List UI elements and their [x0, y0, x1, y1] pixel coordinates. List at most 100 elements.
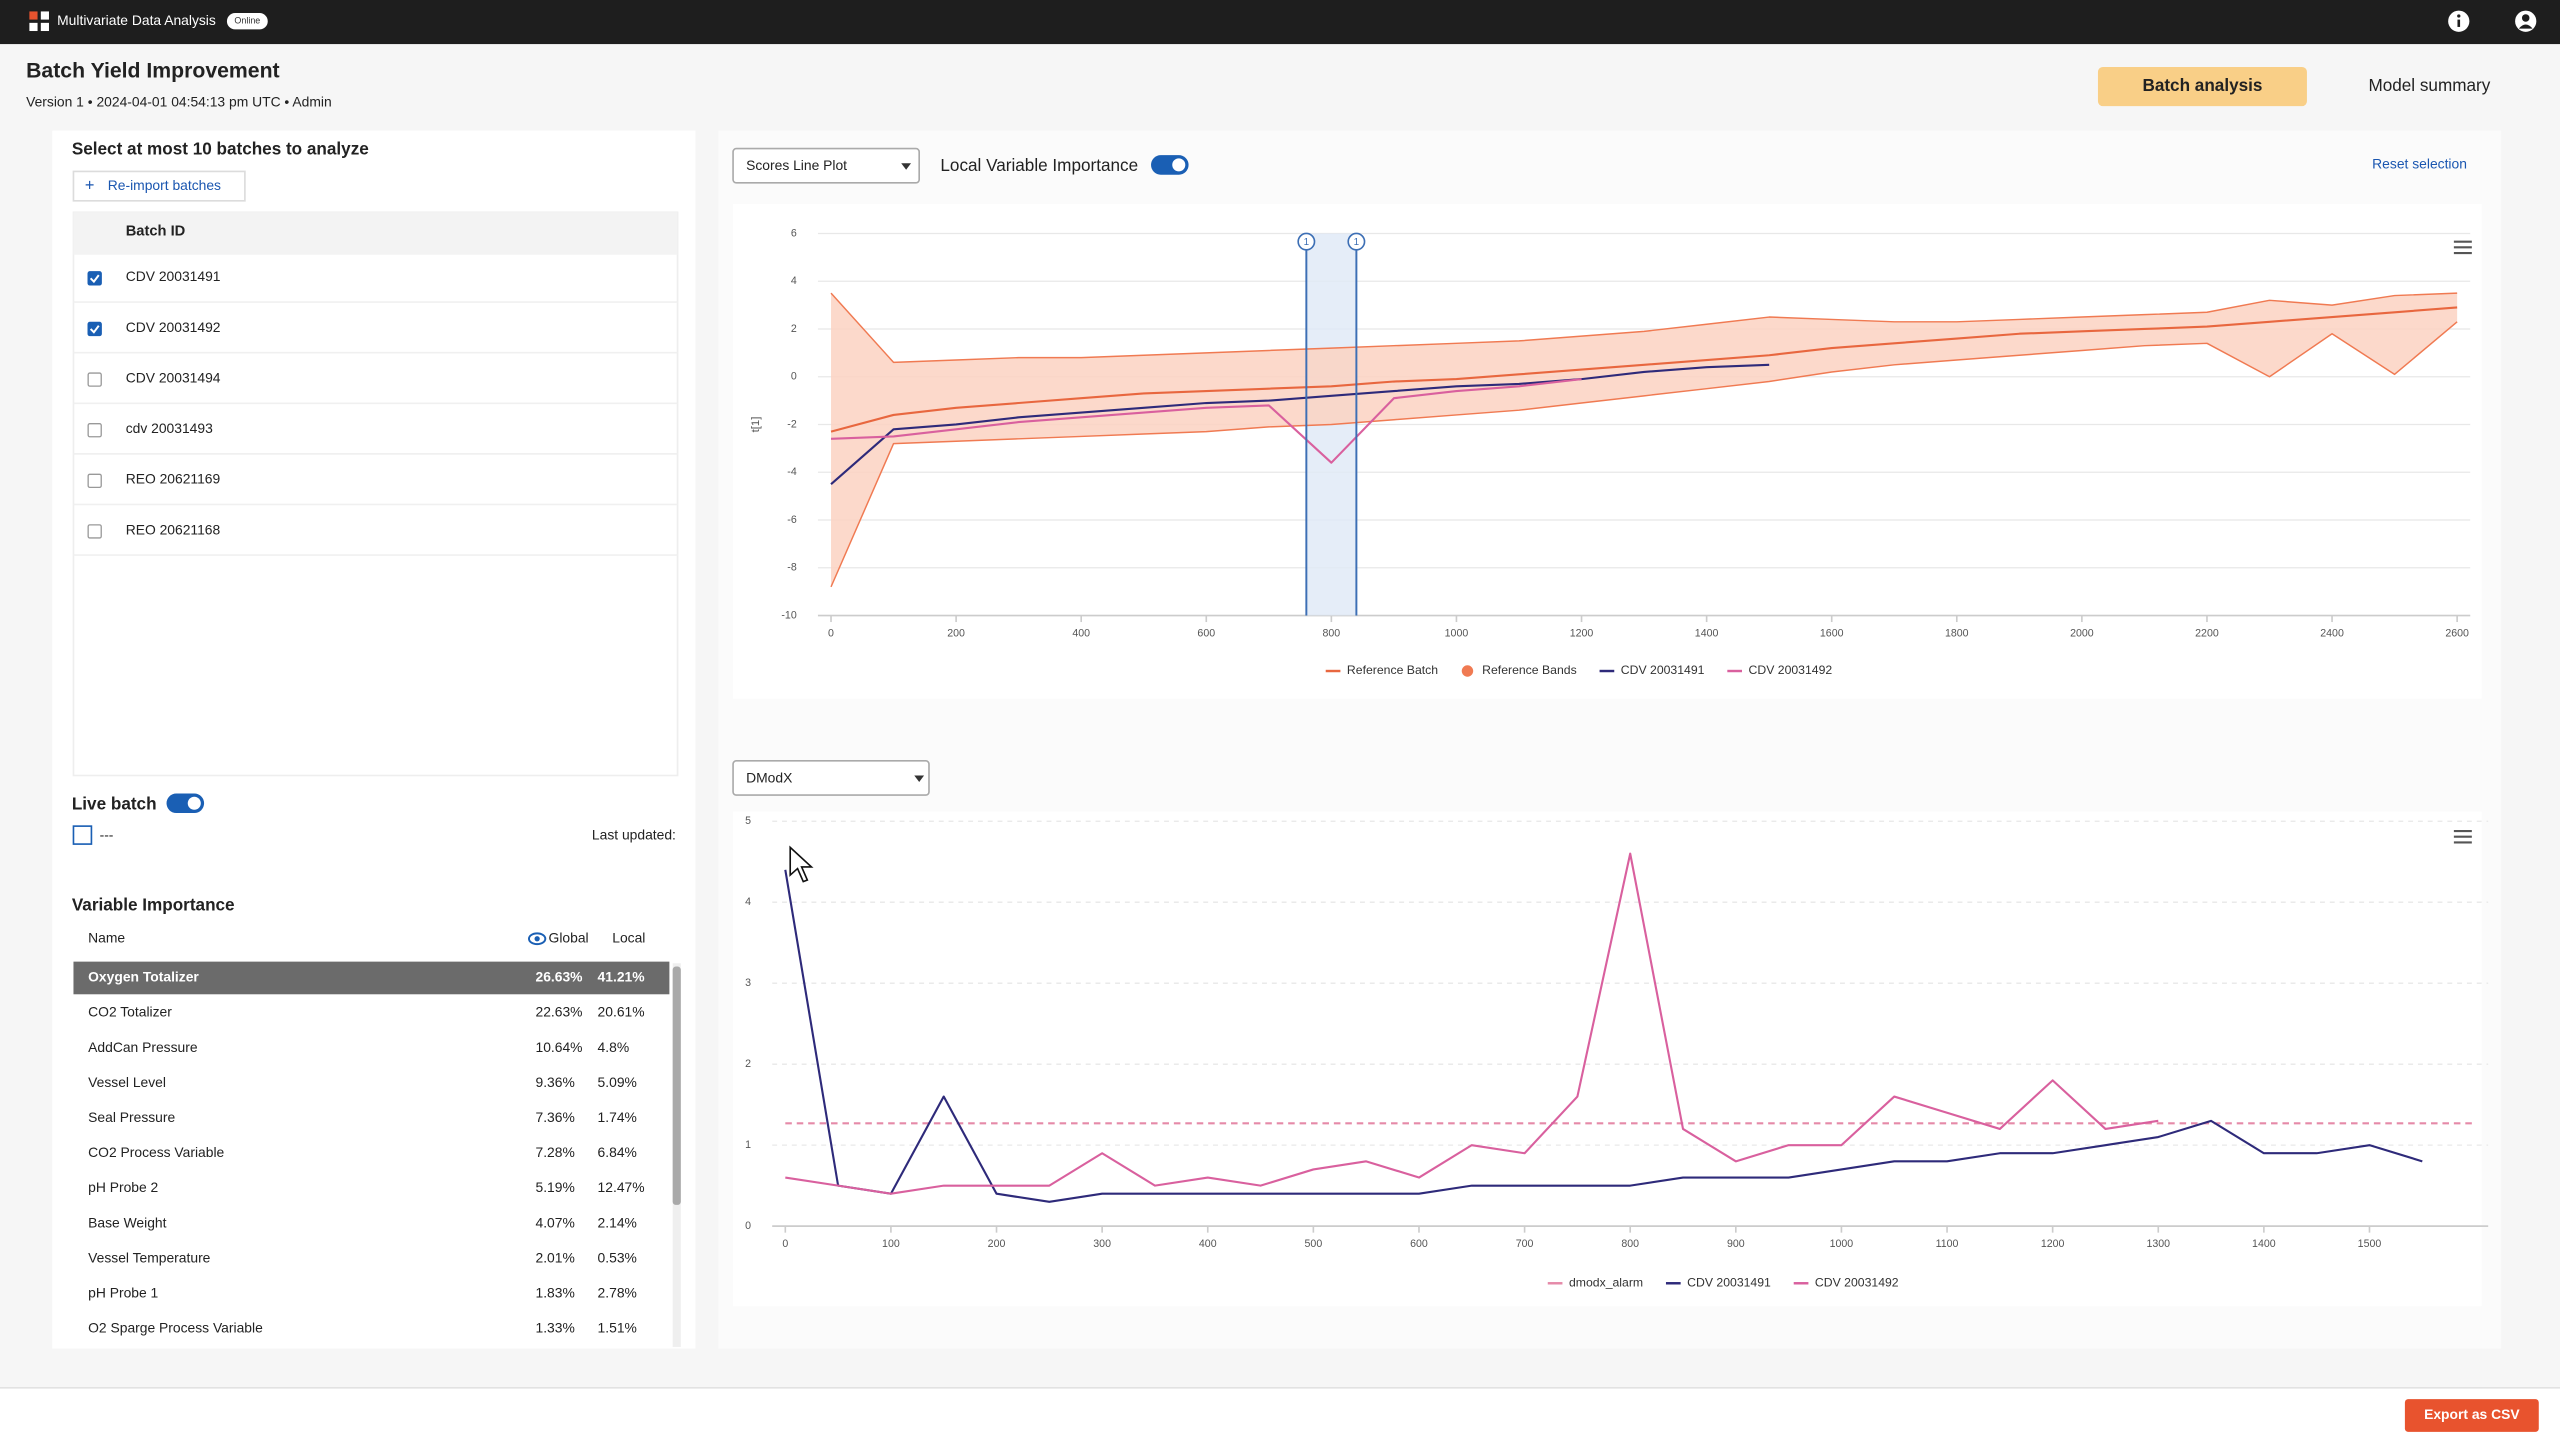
- vi-name[interactable]: pH Probe 1: [88, 1285, 158, 1301]
- vi-name[interactable]: Seal Pressure: [88, 1109, 175, 1125]
- legend-label[interactable]: CDV 20031492: [1815, 1275, 1899, 1289]
- vi-name[interactable]: Base Weight: [88, 1214, 166, 1230]
- series-line: [785, 852, 2159, 1195]
- vi-row-selected[interactable]: [73, 961, 670, 995]
- x-tick-label: 2600: [2445, 627, 2469, 639]
- batch-checkbox[interactable]: [87, 473, 102, 488]
- legend-label[interactable]: Reference Bands: [1482, 663, 1577, 677]
- reference-band: [831, 293, 2458, 587]
- x-tick-label: 1800: [1945, 627, 1969, 639]
- tab-active-bg[interactable]: [2097, 66, 2307, 107]
- y-tick-label: 4: [745, 896, 751, 908]
- batch-id: CDV 20031494: [126, 369, 221, 385]
- last-updated: Last updated:: [592, 827, 676, 843]
- dropdown-caret: [914, 775, 925, 783]
- user-icon[interactable]: [2515, 10, 2537, 32]
- vi-global: 26.63%: [536, 969, 583, 985]
- x-tick-label: 600: [1410, 1238, 1428, 1250]
- chart-menu[interactable]: [2453, 240, 2472, 255]
- live-batch-checkbox[interactable]: [72, 825, 93, 845]
- x-tick-label: 900: [1727, 1238, 1745, 1250]
- vi-name[interactable]: Oxygen Totalizer: [88, 969, 199, 985]
- x-tick-label: 200: [947, 627, 965, 639]
- y-tick-label: -4: [787, 466, 797, 478]
- vi-name[interactable]: Vessel Temperature: [88, 1249, 211, 1265]
- tab[interactable]: Batch analysis: [2142, 75, 2262, 95]
- vi-local: 41.21%: [598, 969, 645, 985]
- x-tick-label: 2200: [2195, 627, 2219, 639]
- vi-name[interactable]: Vessel Level: [88, 1074, 166, 1090]
- band-lower: [830, 321, 2458, 588]
- x-tick-label: 200: [988, 1238, 1006, 1250]
- page-subtitle: Version 1 • 2024-04-01 04:54:13 pm UTC •…: [26, 94, 332, 110]
- x-tick-label: 500: [1305, 1238, 1323, 1250]
- legend-symbol: [1461, 665, 1474, 677]
- reimport-label: Re-import batches: [108, 177, 221, 193]
- vi-name[interactable]: pH Probe 2: [88, 1179, 158, 1195]
- vi-local: 6.84%: [598, 1144, 637, 1160]
- info-icon[interactable]: [2448, 10, 2470, 32]
- app-name: Multivariate Data Analysis: [57, 12, 216, 28]
- x-tick-label: 1600: [1820, 627, 1844, 639]
- scroll-thumb[interactable]: [672, 966, 681, 1205]
- vi-name[interactable]: CO2 Process Variable: [88, 1144, 224, 1160]
- selection-handle[interactable]: [1347, 232, 1366, 251]
- x-tick-label: 100: [882, 1238, 900, 1250]
- batch-checkbox[interactable]: [87, 321, 102, 337]
- x-tick-label: 2000: [2070, 627, 2094, 639]
- batch-table: [72, 211, 679, 777]
- x-tick-label: 800: [1621, 1238, 1639, 1250]
- batch-checkbox[interactable]: [87, 524, 102, 539]
- batch-id: CDV 20031491: [126, 268, 221, 284]
- vi-local: 4.8%: [598, 1039, 630, 1055]
- selection-handle-label: 1: [1304, 237, 1309, 248]
- y-tick-label: 6: [791, 227, 797, 239]
- export-button[interactable]: [2404, 1399, 2539, 1432]
- selection-handle[interactable]: [1297, 232, 1316, 251]
- vi-global: 4.07%: [536, 1214, 575, 1230]
- vi-name[interactable]: O2 Sparge Process Variable: [88, 1320, 263, 1336]
- chart-menu[interactable]: [2453, 829, 2472, 844]
- x-tick-label: 1000: [1445, 627, 1469, 639]
- series-line: [830, 306, 2458, 433]
- batch-checkbox[interactable]: [87, 271, 102, 286]
- vi-global: 7.28%: [536, 1144, 575, 1160]
- x-tick-label: 1200: [1570, 627, 1594, 639]
- legend-label[interactable]: dmodx_alarm: [1569, 1275, 1643, 1289]
- x-tick-label: 1400: [2252, 1238, 2276, 1250]
- local-vi-toggle-knob: [1172, 158, 1186, 172]
- legend-label[interactable]: CDV 20031491: [1621, 663, 1705, 677]
- x-tick-label: 800: [1323, 627, 1341, 639]
- x-tick-label: 1300: [2146, 1238, 2170, 1250]
- legend-label[interactable]: Reference Batch: [1347, 663, 1438, 677]
- x-tick-label: 400: [1199, 1238, 1217, 1250]
- y-tick-label: 5: [745, 815, 751, 827]
- metric-dropdown[interactable]: [732, 760, 930, 796]
- batch-checkbox[interactable]: [87, 372, 102, 387]
- vi-global: 1.83%: [536, 1285, 575, 1301]
- tab[interactable]: Model summary: [2368, 75, 2490, 95]
- vi-local: 2.78%: [598, 1285, 637, 1301]
- vi-global: 10.64%: [536, 1039, 583, 1055]
- vi-name[interactable]: CO2 Totalizer: [88, 1004, 172, 1020]
- plot-type-value: Scores Line Plot: [746, 157, 847, 173]
- y-tick-label: 2: [745, 1058, 751, 1070]
- mouse-cursor: [789, 845, 814, 883]
- check-mark: [89, 325, 100, 334]
- app-logo: [29, 11, 49, 32]
- legend-label[interactable]: CDV 20031491: [1687, 1275, 1771, 1289]
- live-batch-value: ---: [100, 827, 114, 843]
- eye-icon[interactable]: [528, 932, 547, 946]
- vi-local: 1.74%: [598, 1109, 637, 1125]
- reset-selection[interactable]: Reset selection: [2372, 156, 2467, 172]
- y-tick-label: -2: [787, 418, 797, 430]
- batch-checkbox[interactable]: [87, 423, 102, 438]
- vi-name[interactable]: AddCan Pressure: [88, 1039, 198, 1055]
- vi-global: 9.36%: [536, 1074, 575, 1090]
- reimport-button[interactable]: [72, 170, 246, 202]
- plot-type-dropdown[interactable]: [732, 147, 920, 184]
- legend-label[interactable]: CDV 20031492: [1749, 663, 1833, 677]
- dynamic-layer: Batch analysis Model summary CDV 20031491 C…: [73, 66, 2491, 1336]
